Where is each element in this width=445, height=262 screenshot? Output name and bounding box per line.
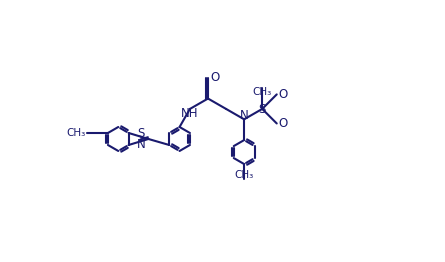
Text: S: S [259,103,266,116]
Text: S: S [138,127,145,140]
Text: O: O [278,88,287,101]
Text: O: O [278,117,287,130]
Text: NH: NH [181,107,198,120]
Text: O: O [210,70,219,84]
Text: N: N [240,108,248,122]
Text: CH₃: CH₃ [253,87,272,97]
Text: CH₃: CH₃ [66,128,85,138]
Text: N: N [137,138,146,151]
Text: CH₃: CH₃ [235,170,254,180]
